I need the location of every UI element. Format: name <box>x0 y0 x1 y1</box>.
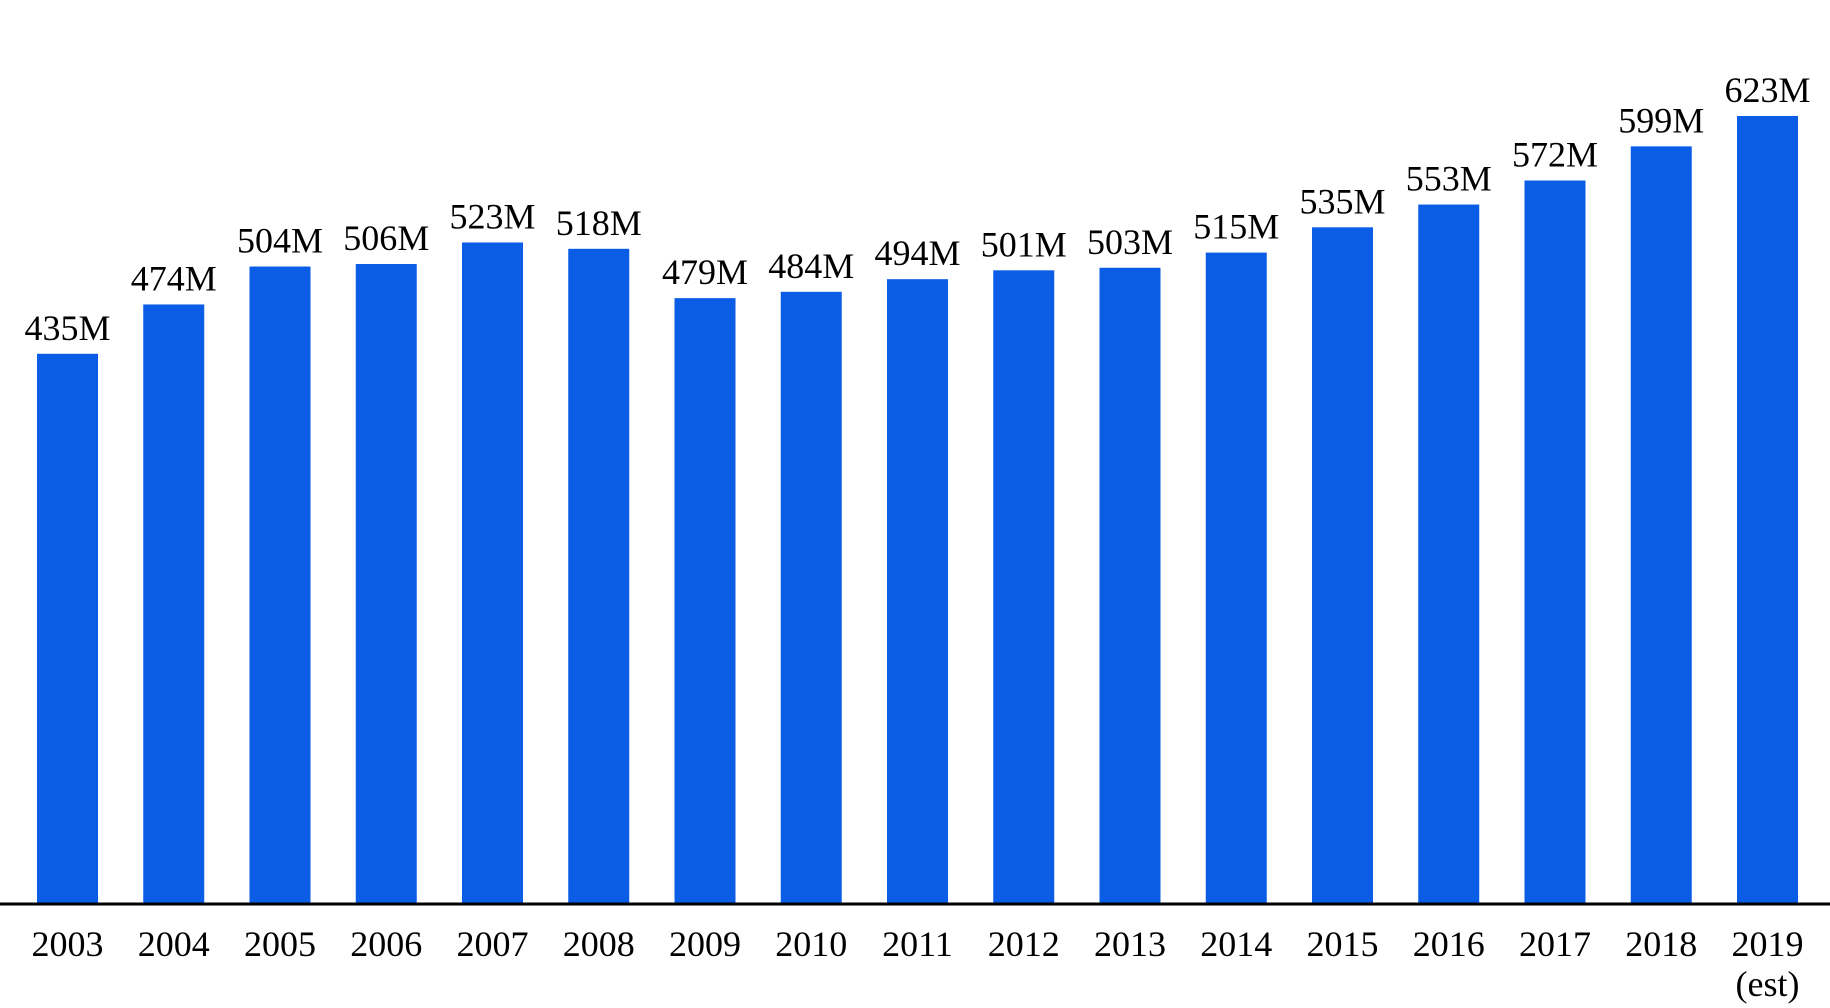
x-tick-label-14: 2017 <box>1519 924 1591 964</box>
bar-2 <box>249 266 311 904</box>
value-label-0: 435M <box>24 308 110 348</box>
bar-16 <box>1737 116 1798 904</box>
x-tick-label-1: 2004 <box>138 924 210 964</box>
value-label-6: 479M <box>662 252 748 292</box>
bars-group <box>37 116 1798 905</box>
bar-10 <box>1099 267 1161 904</box>
x-tick-label-10: 2013 <box>1094 924 1166 964</box>
bar-3 <box>355 263 417 904</box>
bar-15 <box>1630 146 1692 905</box>
value-label-15: 599M <box>1618 100 1704 140</box>
value-label-7: 484M <box>768 246 854 286</box>
bar-1 <box>143 304 205 905</box>
x-tick-label-12: 2015 <box>1307 924 1379 964</box>
bar-11 <box>1205 252 1267 905</box>
value-labels-group: 435M 474M 504M 506M 523M 518M 479M 484M 494M 501M… <box>24 70 1810 348</box>
bar-14 <box>1524 180 1586 904</box>
bar-9 <box>993 270 1055 904</box>
value-label-16: 623M <box>1724 70 1810 110</box>
x-tick-label-5: 2008 <box>563 924 635 964</box>
x-tick-labels-group: 2003 2004 2005 2006 2007 2008 2009 2010 2011 2012… <box>32 924 1804 1004</box>
bar-13 <box>1418 204 1480 905</box>
value-label-13: 553M <box>1406 159 1492 199</box>
bar-0 <box>37 353 98 904</box>
value-label-12: 535M <box>1299 181 1385 221</box>
x-tick-label-0: 2003 <box>32 924 104 964</box>
value-label-9: 501M <box>981 224 1067 264</box>
value-label-8: 494M <box>874 233 960 273</box>
value-label-3: 506M <box>343 218 429 258</box>
bar-12 <box>1312 227 1373 904</box>
value-label-5: 518M <box>556 203 642 243</box>
x-tick-label-3: 2006 <box>350 924 422 964</box>
value-label-4: 523M <box>449 196 535 236</box>
bar-4 <box>462 242 523 905</box>
bar-5 <box>568 248 630 904</box>
value-label-14: 572M <box>1512 135 1598 175</box>
x-tick-label-9: 2012 <box>988 924 1060 964</box>
x-tick-label-4: 2007 <box>457 924 529 964</box>
x-tick-label-7: 2010 <box>775 924 847 964</box>
bar-6 <box>674 298 736 904</box>
x-tick-label-8: 2011 <box>882 924 953 964</box>
bar-7 <box>780 291 842 904</box>
value-label-10: 503M <box>1087 222 1173 262</box>
x-tick-label-15: 2018 <box>1625 924 1697 964</box>
value-label-2: 504M <box>237 221 323 261</box>
x-tick-label-2: 2005 <box>244 924 316 964</box>
x-tick-label-16: 2019 (est) <box>1732 924 1804 1004</box>
x-tick-label-11: 2014 <box>1200 924 1272 964</box>
x-tick-label-13: 2016 <box>1413 924 1485 964</box>
x-tick-label-6: 2009 <box>669 924 741 964</box>
value-label-11: 515M <box>1193 207 1279 247</box>
value-label-1: 474M <box>131 258 217 298</box>
bar-8 <box>887 279 948 904</box>
